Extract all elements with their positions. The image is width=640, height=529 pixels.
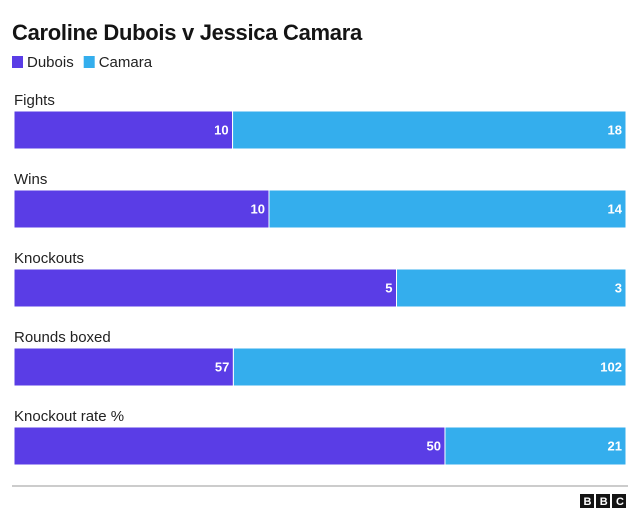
bar-segment bbox=[232, 110, 627, 150]
logo-box bbox=[596, 494, 610, 508]
value-label: 5 bbox=[385, 280, 392, 295]
category-label: Knockouts bbox=[14, 250, 84, 267]
bar-segment bbox=[444, 426, 627, 466]
logo-box bbox=[612, 494, 626, 508]
category-label: Knockout rate % bbox=[14, 408, 124, 425]
bar-segment bbox=[13, 426, 446, 466]
value-label: 57 bbox=[215, 359, 229, 374]
bar-segment bbox=[232, 347, 627, 387]
bar-segment bbox=[13, 189, 270, 229]
legend-swatch bbox=[12, 56, 23, 68]
value-label: 10 bbox=[251, 201, 265, 216]
value-label: 102 bbox=[600, 359, 622, 374]
bar-segment bbox=[13, 347, 234, 387]
bar-segment bbox=[268, 189, 627, 229]
value-label: 3 bbox=[615, 280, 622, 295]
bar-segment bbox=[13, 268, 397, 308]
logo-box bbox=[580, 494, 594, 508]
bar-segment bbox=[13, 110, 234, 150]
value-label: 21 bbox=[608, 438, 622, 453]
legend-swatch bbox=[83, 56, 95, 68]
value-label: 50 bbox=[427, 438, 441, 453]
value-label: 10 bbox=[214, 122, 228, 137]
category-label: Rounds boxed bbox=[14, 329, 111, 346]
category-label: Fights bbox=[14, 92, 55, 109]
logo: BBC bbox=[580, 494, 633, 508]
category-label: Wins bbox=[14, 171, 47, 188]
value-label: 14 bbox=[608, 201, 623, 216]
chart-title: Caroline Dubois v Jessica Camara bbox=[12, 20, 363, 45]
legend-label: Dubois bbox=[27, 54, 74, 71]
logo-text: BBC bbox=[584, 496, 633, 508]
bar-segment bbox=[396, 268, 627, 308]
value-label: 18 bbox=[608, 122, 622, 137]
legend-label: Camara bbox=[99, 54, 153, 71]
